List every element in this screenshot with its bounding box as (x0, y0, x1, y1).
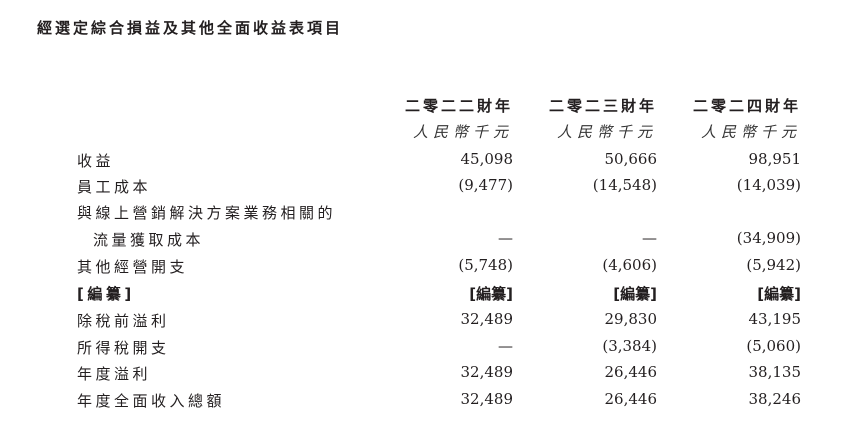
row-value: 26,446 (604, 390, 658, 408)
row-value: (34,909) (736, 229, 801, 247)
table-row: 其他經營開支 (5,748) (4,606) (5,942) (0, 256, 847, 282)
row-value: 32,489 (460, 363, 514, 381)
section-title: 經選定綜合損益及其他全面收益表項目 (37, 19, 344, 37)
row-value: — (498, 337, 513, 355)
row-value: (14,039) (736, 176, 801, 194)
row-value: 50,666 (604, 150, 658, 168)
table-row: 年度全面收入總額 32,489 26,446 38,246 (0, 390, 847, 416)
table-row: [編纂] [編纂] [編纂] [編纂] (0, 283, 847, 309)
table-row: 流量獲取成本 — — (34,909) (0, 229, 847, 255)
row-label: 年度溢利 (77, 365, 152, 383)
table-row: 收益 45,098 50,666 98,951 (0, 150, 847, 176)
row-label: 流量獲取成本 (93, 231, 205, 249)
row-value: — (498, 229, 513, 247)
row-value: 38,135 (748, 363, 802, 381)
table-row: 員工成本 (9,477) (14,548) (14,039) (0, 176, 847, 202)
row-value: 32,489 (460, 390, 514, 408)
row-value: (4,606) (602, 256, 657, 274)
table-row: 與線上營銷解決方案業務相關的 (0, 202, 847, 228)
row-value: — (642, 229, 657, 247)
row-value: (5,748) (458, 256, 513, 274)
row-label: 與線上營銷解決方案業務相關的 (77, 204, 337, 222)
column-unit-2023: 人民幣千元 (556, 123, 657, 141)
column-year-2022: 二零二二財年 (404, 97, 513, 115)
column-unit-2022: 人民幣千元 (412, 123, 513, 141)
row-value: 43,195 (748, 310, 802, 328)
row-value: 32,489 (460, 310, 514, 328)
row-value: [編纂] (613, 285, 657, 303)
row-value: 45,098 (460, 150, 514, 168)
column-year-2023: 二零二三財年 (548, 97, 657, 115)
row-label: 所得稅開支 (77, 339, 170, 357)
row-value: (5,942) (746, 256, 801, 274)
row-value: 26,446 (604, 363, 658, 381)
row-label: [編纂] (77, 285, 135, 303)
row-label: 除稅前溢利 (77, 312, 170, 330)
column-unit-2024: 人民幣千元 (700, 123, 801, 141)
row-value: [編纂] (469, 285, 513, 303)
row-value: (14,548) (592, 176, 657, 194)
row-value: 29,830 (604, 310, 658, 328)
table-row: 所得稅開支 — (3,384) (5,060) (0, 337, 847, 363)
row-value: (5,060) (746, 337, 801, 355)
column-year-2024: 二零二四財年 (692, 97, 801, 115)
row-value: (9,477) (458, 176, 513, 194)
row-value: [編纂] (757, 285, 801, 303)
table-row: 除稅前溢利 32,489 29,830 43,195 (0, 310, 847, 336)
row-label: 員工成本 (77, 178, 152, 196)
row-value: 98,951 (748, 150, 802, 168)
row-label: 收益 (77, 152, 115, 170)
row-label: 年度全面收入總額 (77, 392, 226, 410)
row-label: 其他經營開支 (77, 258, 189, 276)
row-value: (3,384) (602, 337, 657, 355)
row-value: 38,246 (748, 390, 802, 408)
table-row: 年度溢利 32,489 26,446 38,135 (0, 363, 847, 389)
